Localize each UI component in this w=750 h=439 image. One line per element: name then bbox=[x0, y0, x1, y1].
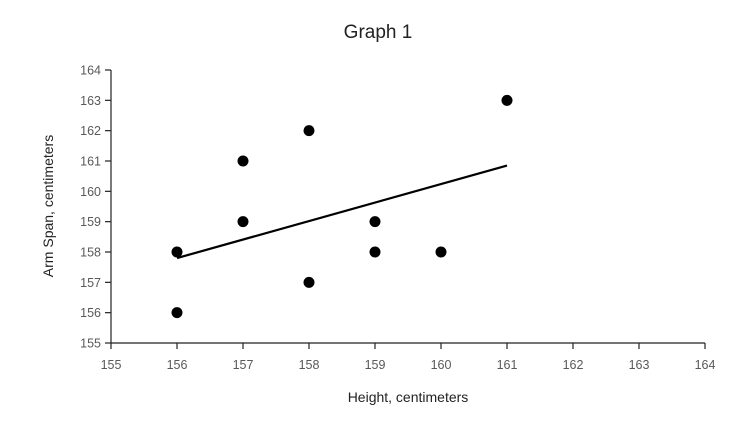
y-tick-label: 155 bbox=[80, 337, 101, 351]
x-tick-label: 159 bbox=[365, 358, 386, 372]
x-tick-label: 164 bbox=[695, 358, 716, 372]
data-point bbox=[303, 276, 315, 288]
data-point bbox=[237, 155, 249, 167]
data-point bbox=[435, 246, 447, 258]
y-tick-label: 158 bbox=[80, 246, 101, 260]
data-point bbox=[237, 216, 249, 228]
data-point bbox=[171, 246, 183, 258]
data-points bbox=[171, 94, 513, 319]
x-axis-label: Height, centimeters bbox=[348, 389, 469, 405]
x-tick-label: 156 bbox=[167, 358, 188, 372]
y-tick-label: 159 bbox=[80, 215, 101, 229]
trendline-layer bbox=[176, 164, 508, 260]
y-tick-label: 164 bbox=[80, 64, 101, 78]
chart-title: Graph 1 bbox=[344, 22, 413, 43]
y-tick-label: 162 bbox=[80, 124, 101, 138]
x-tick-label: 158 bbox=[299, 358, 320, 372]
data-point bbox=[171, 307, 183, 319]
y-tick-label: 160 bbox=[80, 185, 101, 199]
x-tick-label: 157 bbox=[233, 358, 254, 372]
x-tick-label: 161 bbox=[497, 358, 518, 372]
x-tick-label: 163 bbox=[629, 358, 650, 372]
y-axis-label: Arm Span, centimeters bbox=[40, 135, 56, 277]
y-tick-label: 161 bbox=[80, 155, 101, 169]
data-point bbox=[501, 94, 513, 106]
data-point bbox=[303, 125, 315, 137]
y-tick-label: 157 bbox=[80, 276, 101, 290]
y-tick-label: 156 bbox=[80, 306, 101, 320]
x-tick-label: 162 bbox=[563, 358, 584, 372]
x-ticks: 155 156 157 158 159 160 161 162 163 164 bbox=[101, 343, 716, 372]
x-tick-label: 155 bbox=[101, 358, 122, 372]
trendline bbox=[176, 164, 508, 260]
data-point bbox=[369, 246, 381, 258]
y-ticks: 155 156 157 158 159 160 161 162 163 164 bbox=[80, 64, 111, 351]
data-point bbox=[369, 216, 381, 228]
y-tick-label: 163 bbox=[80, 94, 101, 108]
x-tick-label: 160 bbox=[431, 358, 452, 372]
